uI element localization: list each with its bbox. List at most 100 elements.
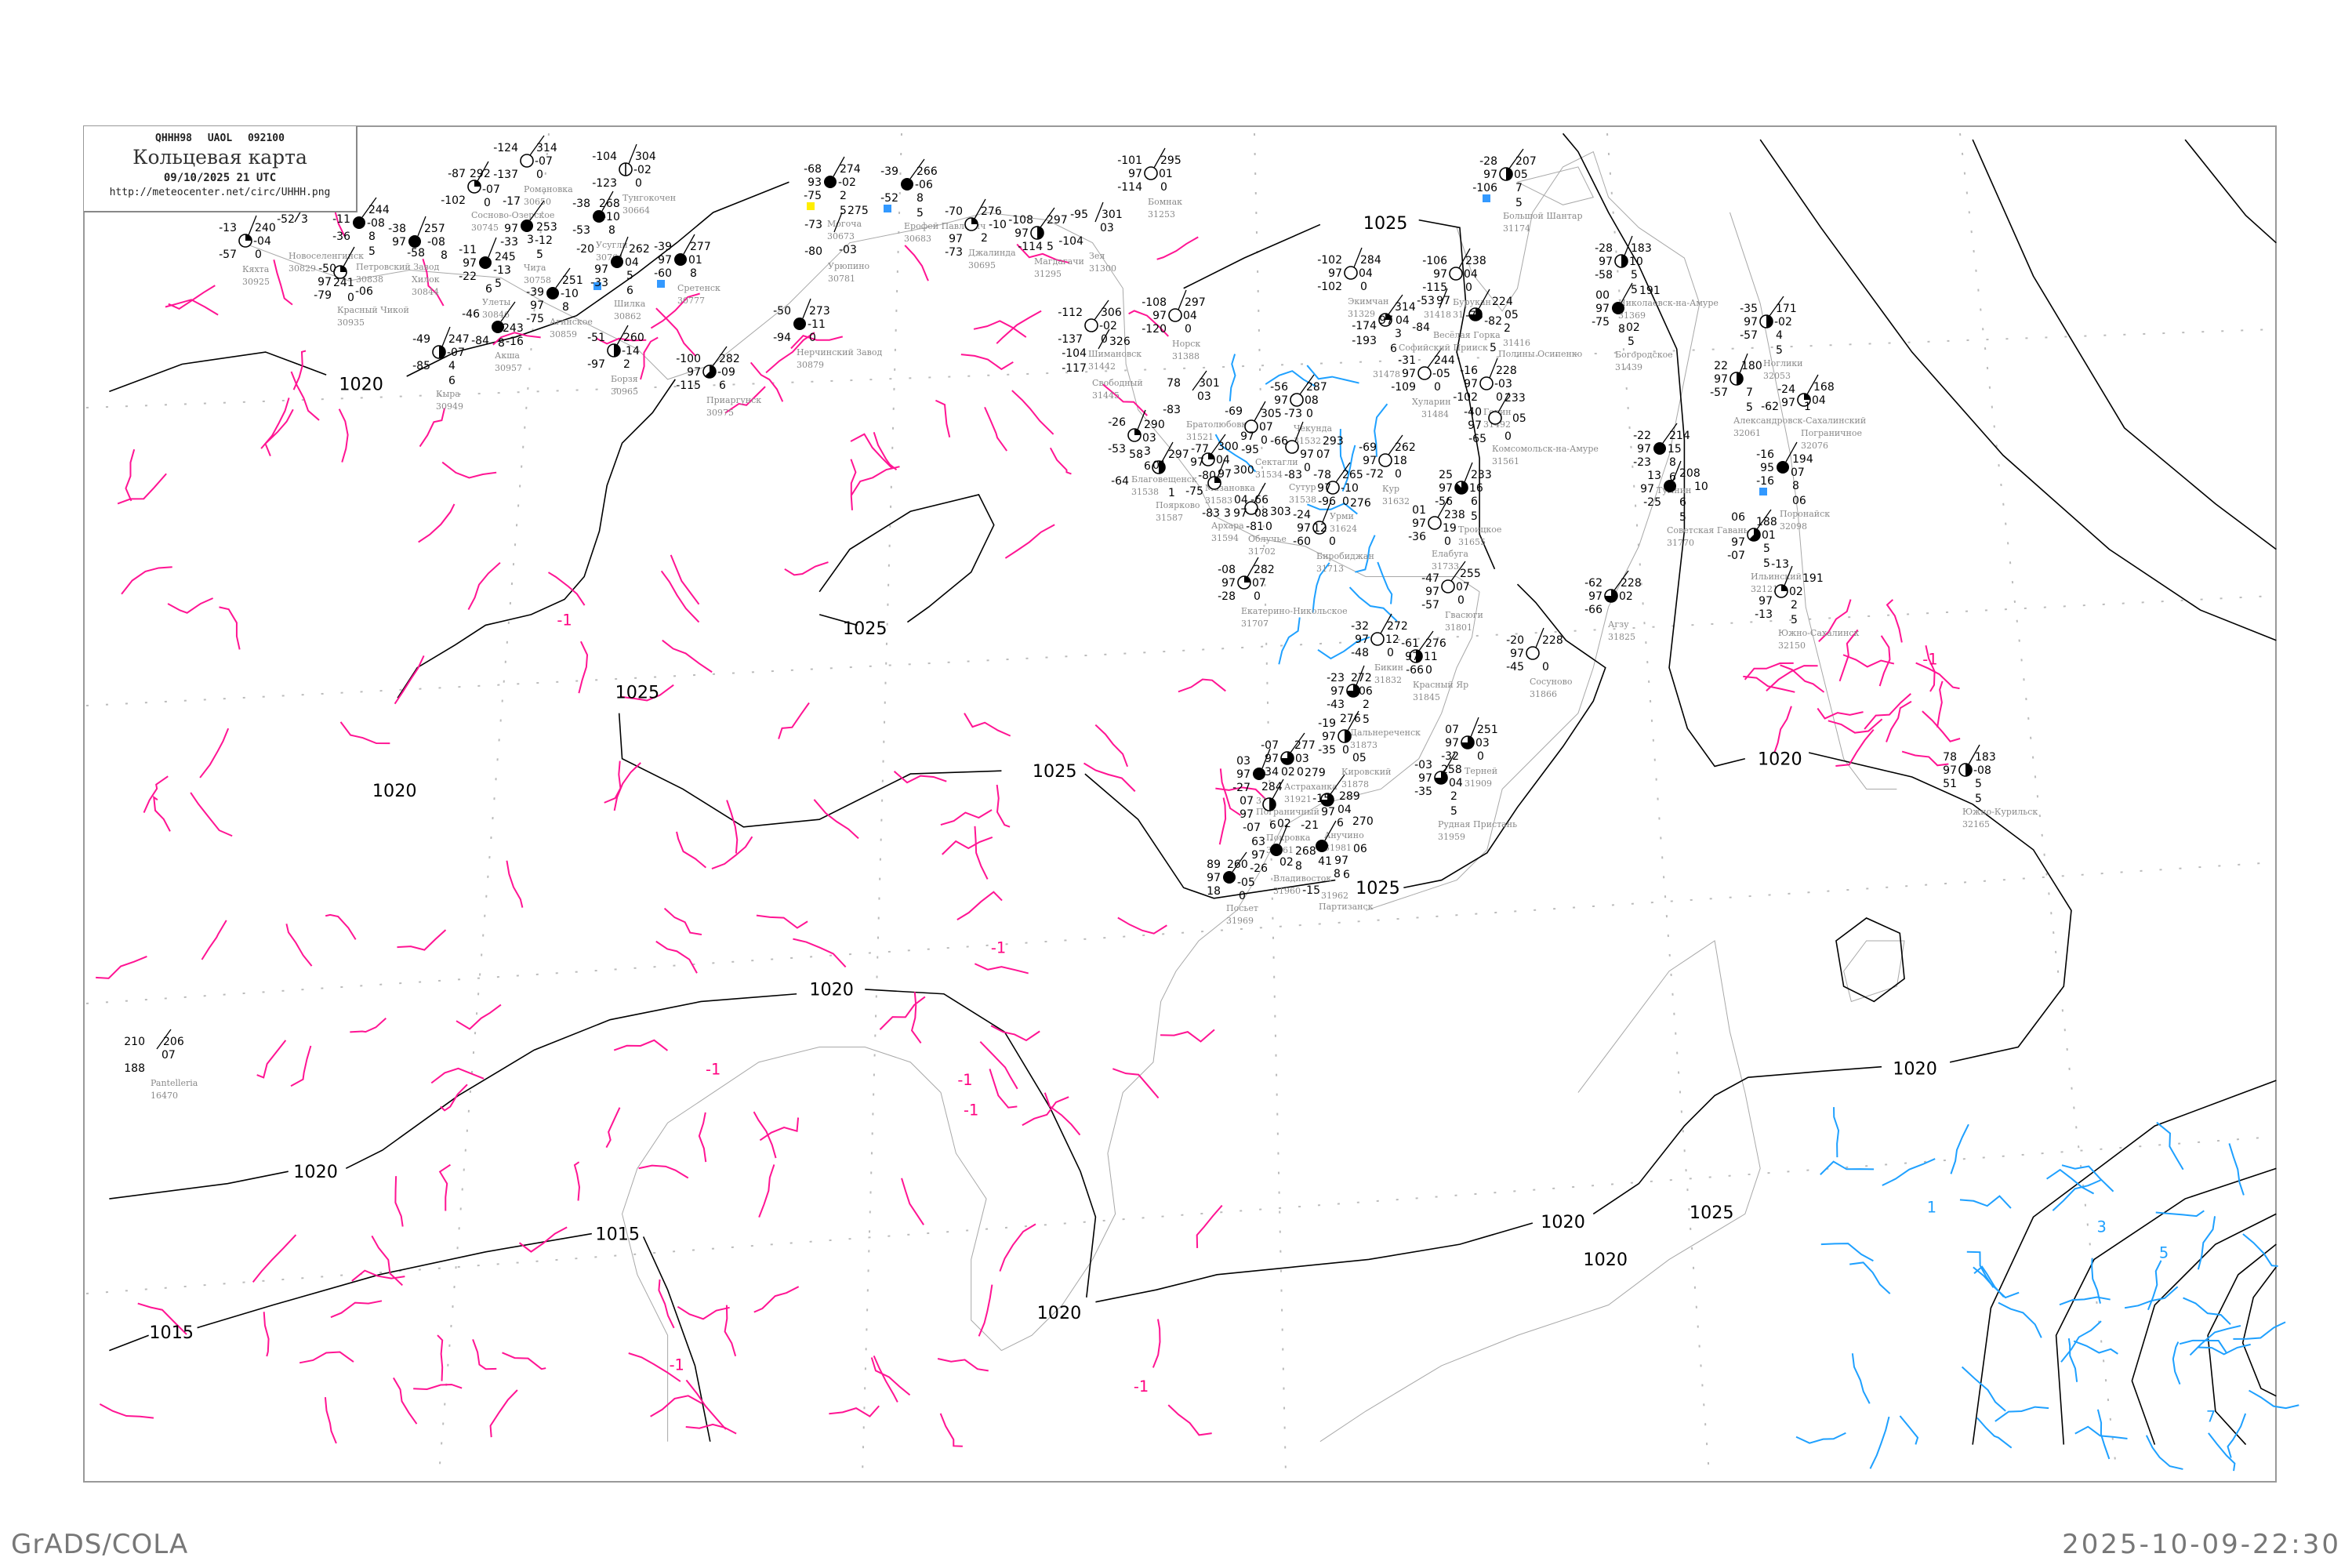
station-pressure: 253	[536, 221, 557, 234]
cloud-cover-icon	[1612, 302, 1624, 314]
cloud-cover-icon	[1730, 372, 1744, 386]
tendency-label: -1	[670, 1356, 684, 1374]
station-temperature: -174	[1352, 320, 1377, 332]
station-pressure: 208	[1679, 467, 1700, 480]
station-plot[interactable]: -51 -97 260-142 Борзя 30965	[587, 325, 644, 397]
station-plot[interactable]: 2297-5718075Александровск-Сахалинский320…	[1710, 353, 1866, 438]
station-dewpoint: -73	[945, 246, 963, 259]
station-pressure: 272	[1387, 620, 1408, 633]
station-pressure-tendency: 02	[1281, 766, 1295, 779]
station-plot[interactable]: -104 -123 304-020 Тунгокочен 30664	[592, 143, 676, 216]
station-name: Екатерино-Никольское	[1241, 606, 1348, 616]
station-id: 32165	[1962, 819, 1990, 829]
station-plot[interactable]: -13 -57 240-040 Кяхта 30925	[219, 215, 276, 287]
station-dewpoint: -15	[1302, 884, 1320, 897]
source-url[interactable]: http://meteocenter.net/circ/UHHH.png	[109, 187, 331, 198]
station-plot[interactable]: -73 -80 275 -03 Урюпино 30781	[804, 205, 869, 284]
station-pressure-tendency: 03	[1142, 432, 1156, 445]
station-plot[interactable]: -50 -94 273-110 Нерчинский Завод 30879	[773, 298, 883, 370]
station-temperature: 210	[124, 1036, 145, 1048]
station-temperature: -69	[1225, 405, 1243, 418]
station-name: Сретенск	[677, 283, 720, 293]
weather-flag-icon	[593, 282, 601, 290]
station-plot[interactable]: -70 97-73 276-102 Джалинда 30695	[945, 198, 1016, 270]
station-temperature: -32	[1351, 620, 1369, 633]
map-datetime: 09/10/2025 21 UTC	[163, 172, 277, 184]
station-cloud-amount: 8	[368, 230, 376, 243]
station-plot[interactable]: -49 -85 247-074 6 Кыра 30949	[412, 326, 470, 412]
station-id: 30862	[614, 311, 641, 321]
station-dewpoint: -25	[1643, 496, 1661, 509]
station-id: 30683	[904, 234, 931, 244]
station-plot[interactable]: -124 -137 314-070 Романовка 30650	[493, 135, 573, 207]
station-plot[interactable]: -11 -36 244-088 5 Петровский Завод 30838	[332, 197, 439, 285]
station-id: 30957	[495, 363, 522, 373]
station-plot[interactable]: -104 -117 326 Свободный 31445	[1062, 328, 1143, 401]
tendency-label: -1	[991, 938, 1006, 956]
